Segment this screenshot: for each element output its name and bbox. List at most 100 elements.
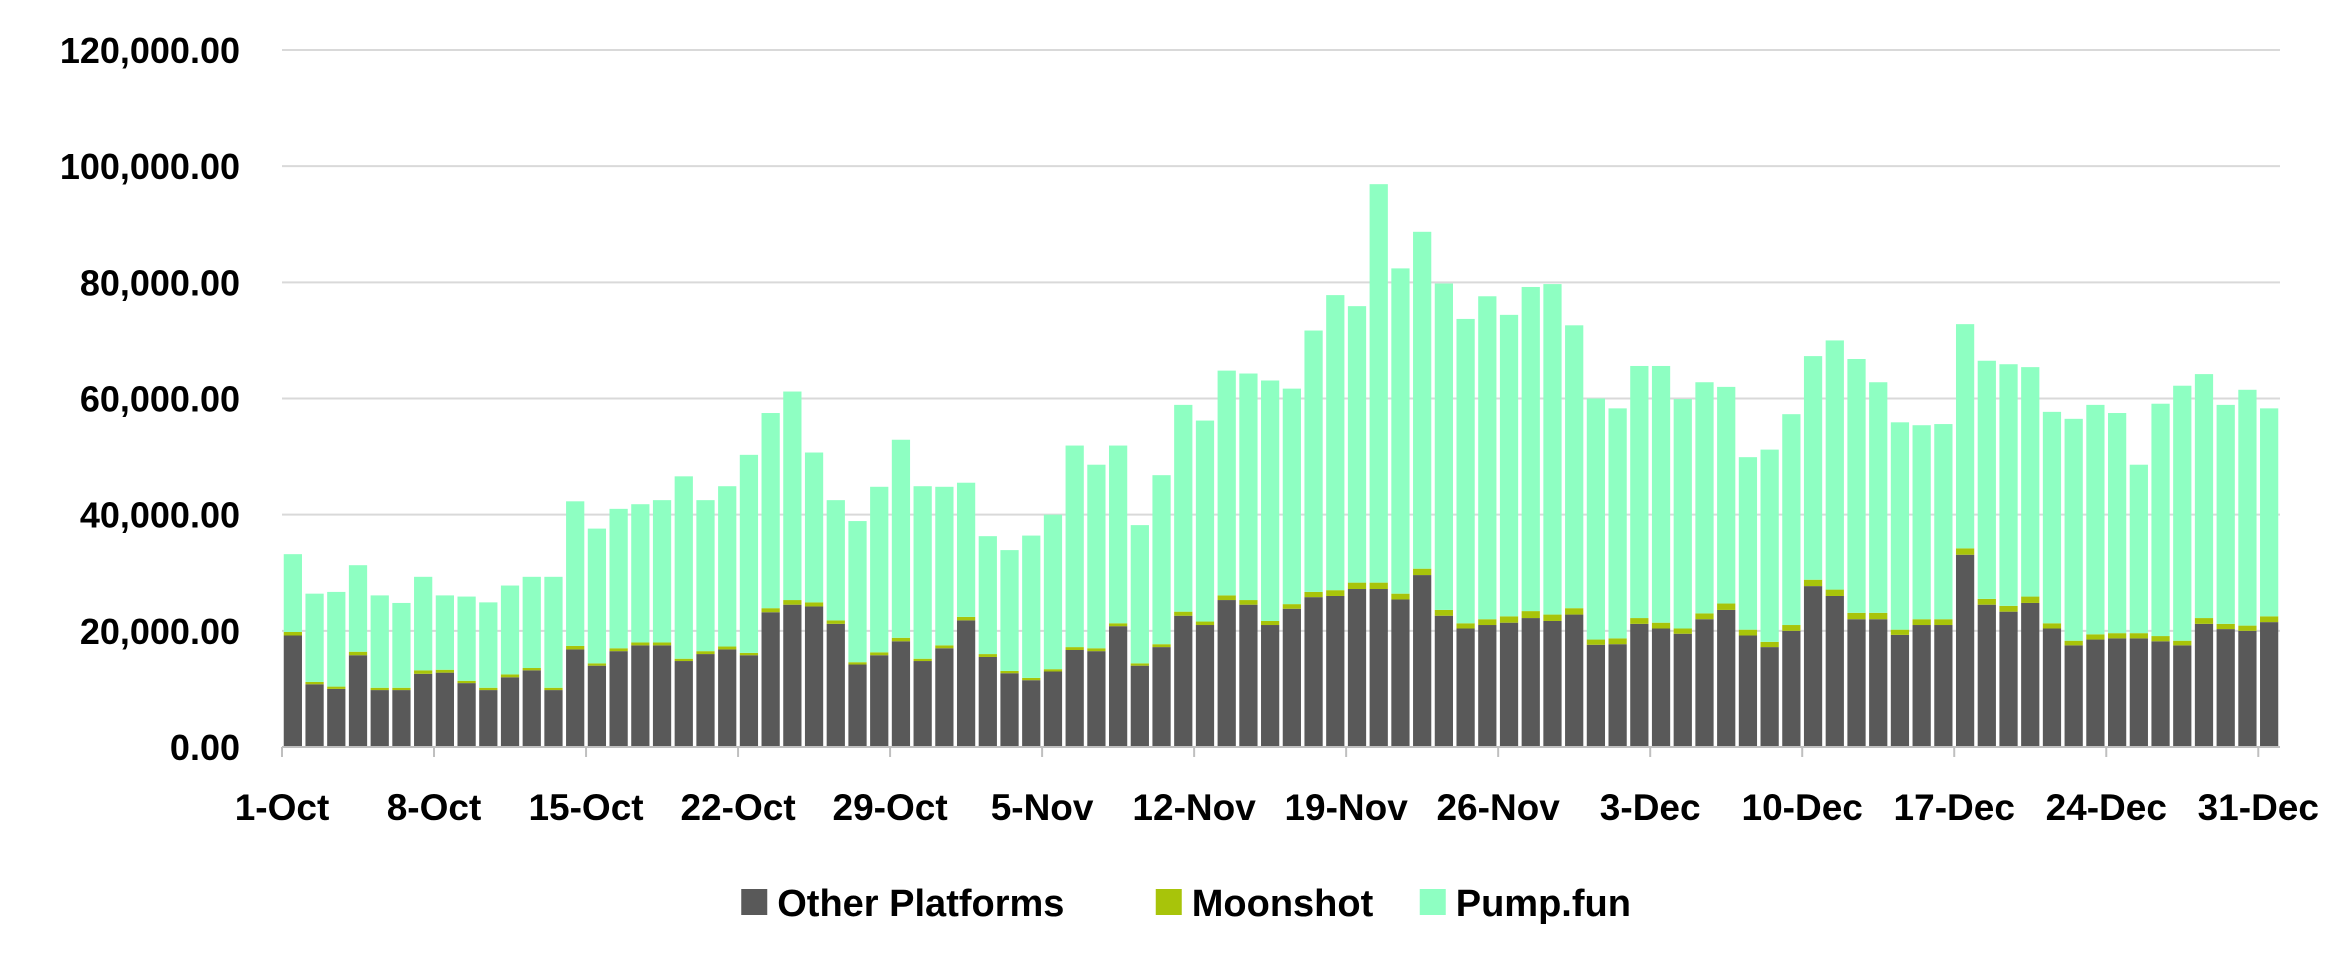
bar-moonshot [1282, 604, 1301, 609]
y-tick-label: 0.00 [170, 727, 240, 768]
y-tick-label: 60,000.00 [80, 379, 240, 420]
bar-moonshot [283, 632, 302, 636]
bar-other-platforms [674, 661, 693, 747]
bar-other-platforms [1413, 575, 1432, 747]
bar-pump-fun [1977, 360, 1996, 599]
bar-pump-fun [2129, 464, 2148, 634]
bar-other-platforms [1977, 604, 1996, 747]
bar-pump-fun [1261, 380, 1280, 621]
bar-moonshot [1977, 598, 1996, 605]
x-axis-tick-labels: 1-Oct 8-Oct 15-Oct 22-Oct 29-Oct 5-Nov 12-Nov 1… [235, 787, 2319, 828]
bar-pump-fun [2194, 374, 2214, 619]
bar-other-platforms [2108, 638, 2127, 747]
bar-pump-fun [2042, 411, 2062, 624]
bar-other-platforms [1109, 626, 1128, 747]
bar-pump-fun [1847, 359, 1866, 613]
bar-pump-fun [1934, 424, 1953, 620]
bars [283, 184, 2279, 747]
bar-other-platforms [1673, 633, 1692, 747]
bar-pump-fun [935, 486, 954, 646]
legend-swatch [1419, 889, 1446, 915]
legend-label: Moonshot [1192, 883, 1374, 925]
bar-moonshot [1999, 605, 2018, 612]
bar-pump-fun [522, 576, 541, 669]
legend: Other Platforms Moonshot Pump.fun [741, 883, 1631, 925]
bar-other-platforms [1022, 680, 1041, 747]
bar-pump-fun [348, 565, 368, 652]
bar-pump-fun [1087, 464, 1106, 649]
bar-other-platforms [1130, 665, 1149, 747]
bar-other-platforms [1391, 599, 1410, 747]
bar-pump-fun [1282, 388, 1301, 605]
bar-pump-fun [1413, 231, 1432, 569]
bar-pump-fun [870, 486, 889, 653]
bar-moonshot [544, 687, 563, 691]
bar-pump-fun [978, 536, 997, 655]
bar-other-platforms [1695, 619, 1714, 747]
bar-pump-fun [566, 501, 585, 646]
bar-moonshot [1782, 625, 1801, 631]
bar-pump-fun [783, 391, 802, 601]
y-axis-tick-labels: 0.00 20,000.00 40,000.00 60,000.00 80,000.00… [60, 30, 240, 768]
bar-pump-fun [1521, 286, 1540, 612]
bar-other-platforms [370, 690, 389, 747]
bar-pump-fun [1565, 325, 1584, 609]
bar-moonshot [2173, 640, 2192, 646]
bar-pump-fun [1065, 445, 1084, 648]
bar-other-platforms [566, 649, 585, 747]
bar-other-platforms [1239, 604, 1258, 747]
bar-pump-fun [1651, 365, 1671, 623]
bar-pump-fun [1630, 365, 1649, 619]
bar-other-platforms [1282, 608, 1301, 747]
bar-pump-fun [1586, 398, 1606, 640]
bar-other-platforms [522, 670, 541, 747]
bar-pump-fun [1130, 525, 1149, 664]
bar-pump-fun [1825, 340, 1844, 590]
bar-pump-fun [761, 413, 780, 609]
bar-moonshot [522, 668, 541, 671]
bar-other-platforms [1869, 619, 1888, 747]
bar-other-platforms [2151, 641, 2170, 747]
bar-pump-fun [1456, 318, 1475, 624]
bar-other-platforms [631, 645, 650, 747]
bar-other-platforms [848, 664, 867, 747]
bar-other-platforms [392, 690, 411, 747]
bar-pump-fun [1695, 382, 1714, 614]
bar-other-platforms [956, 620, 976, 747]
bar-pump-fun [2260, 408, 2279, 617]
bar-pump-fun [2108, 413, 2127, 634]
bar-moonshot [479, 687, 498, 691]
bar-moonshot [891, 637, 911, 642]
bar-moonshot [1955, 548, 1975, 555]
bar-moonshot [804, 602, 824, 607]
bar-moonshot [305, 681, 324, 685]
bar-pump-fun [1955, 324, 1975, 549]
bar-moonshot [1499, 616, 1519, 623]
bar-pump-fun [1239, 373, 1258, 601]
bar-pump-fun [392, 602, 411, 688]
bar-other-platforms [2042, 628, 2062, 747]
bar-moonshot [1521, 611, 1540, 619]
x-tick-label: 5-Nov [991, 787, 1094, 828]
bar-pump-fun [1912, 425, 1931, 620]
bar-moonshot [370, 687, 389, 691]
bar-moonshot [609, 648, 628, 652]
bar-pump-fun [2216, 404, 2235, 624]
bar-other-platforms [2173, 645, 2192, 747]
bar-pump-fun [500, 585, 520, 675]
bar-other-platforms [1999, 611, 2018, 747]
bar-other-platforms [587, 665, 607, 747]
bar-other-platforms [804, 606, 824, 747]
bar-moonshot [2238, 625, 2257, 631]
bar-other-platforms [1760, 647, 1779, 747]
bar-moonshot [327, 686, 346, 689]
x-tick-label: 3-Dec [1600, 787, 1701, 828]
bar-pump-fun [631, 504, 650, 643]
bar-other-platforms [327, 688, 346, 747]
bar-other-platforms [479, 690, 498, 747]
bar-pump-fun [414, 576, 433, 671]
bar-other-platforms [935, 648, 954, 747]
bar-pump-fun [1608, 408, 1627, 639]
bar-other-platforms [1586, 644, 1606, 747]
